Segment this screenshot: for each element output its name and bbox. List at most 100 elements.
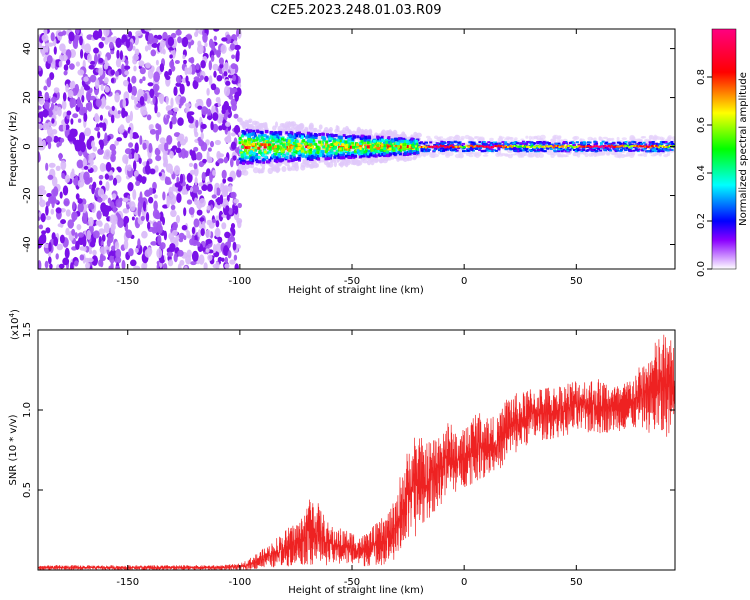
heatmap-cell	[426, 135, 431, 139]
heatmap-cell	[87, 164, 91, 170]
heatmap-cell	[562, 145, 565, 148]
heatmap-cell	[153, 194, 158, 199]
heatmap-cell	[133, 65, 137, 72]
heatmap-cell	[200, 123, 207, 130]
heatmap-cell	[378, 141, 382, 145]
heatmap-cell	[213, 35, 217, 41]
heatmap-cell	[305, 153, 309, 157]
heatmap-cell	[210, 54, 215, 62]
heatmap-cell	[48, 241, 52, 252]
heatmap-cell	[663, 146, 666, 149]
heatmap-cell	[462, 150, 465, 153]
heatmap-cell	[162, 216, 165, 226]
heatmap-cell	[480, 144, 483, 147]
heatmap-cell	[297, 142, 301, 146]
heatmap-cell	[526, 146, 528, 149]
heatmap-cell	[302, 152, 305, 156]
heatmap-cell	[144, 29, 152, 32]
heatmap-cell	[442, 148, 446, 150]
heatmap-cell	[268, 141, 272, 145]
heatmap-cell	[45, 227, 51, 234]
heatmap-cell	[341, 143, 345, 147]
heatmap-cell	[103, 77, 109, 84]
heatmap-cell	[114, 92, 120, 103]
heatmap-cell	[360, 130, 366, 136]
heatmap-cell	[63, 198, 70, 207]
heatmap-cell	[261, 158, 265, 162]
heatmap-cell	[166, 135, 173, 145]
heatmap-cell	[600, 151, 606, 156]
heatmap-cell	[256, 130, 260, 134]
heatmap-cell	[566, 145, 569, 148]
heatmap-cell	[202, 247, 207, 252]
heatmap-cell	[95, 98, 102, 108]
heatmap-cell	[349, 135, 353, 139]
heatmap-cell	[125, 229, 133, 239]
heatmap-cell	[45, 215, 52, 221]
heatmap-cell	[291, 152, 295, 156]
heatmap-cell	[116, 137, 123, 142]
heatmap-cell	[223, 156, 229, 164]
heatmap-cell	[641, 145, 644, 148]
heatmap-cell	[326, 144, 330, 148]
heatmap-cell	[458, 145, 461, 148]
heatmap-cell	[530, 145, 532, 148]
heatmap-cell	[275, 156, 279, 160]
heatmap-cell	[623, 143, 627, 146]
heatmap-cell	[517, 145, 520, 148]
heatmap-cell	[330, 148, 334, 152]
heatmap-cell	[656, 148, 660, 150]
heatmap-cell	[377, 153, 381, 157]
heatmap-cell	[51, 96, 57, 104]
heatmap-cell	[190, 186, 193, 193]
heatmap-cell	[560, 148, 563, 151]
heatmap-cell	[45, 201, 51, 207]
heatmap-cell	[104, 56, 108, 66]
heatmap-cell	[111, 149, 117, 156]
heatmap-cell	[334, 133, 338, 137]
heatmap-cell	[349, 156, 353, 159]
heatmap-cell	[556, 146, 560, 149]
heatmap-cell	[309, 133, 313, 137]
heatmap-cell	[262, 160, 266, 164]
colorbar-tick-label: 0.6	[696, 117, 707, 133]
heatmap-cell	[532, 147, 536, 150]
heatmap-cell	[230, 132, 236, 137]
heatmap-cell	[198, 254, 205, 265]
heatmap-cell	[260, 133, 264, 137]
heatmap-cell	[168, 68, 173, 76]
heatmap-cell	[294, 164, 299, 172]
heatmap-cell	[636, 143, 640, 146]
heatmap-cell	[370, 158, 375, 166]
heatmap-cell	[561, 145, 563, 148]
heatmap-cell	[565, 142, 569, 145]
heatmap-cell	[147, 82, 154, 87]
heatmap-cell	[208, 60, 212, 71]
heatmap-cell	[169, 168, 174, 175]
heatmap-cell	[204, 75, 209, 82]
heatmap-cell	[46, 77, 52, 88]
heatmap-cell	[106, 238, 111, 247]
heatmap-cell	[89, 95, 96, 101]
heatmap-cell	[405, 139, 409, 143]
heatmap-cell	[493, 145, 496, 147]
heatmap-cell	[559, 153, 565, 158]
heatmap-cell	[65, 209, 71, 217]
heatmap-cell	[103, 222, 110, 234]
heatmap-cell	[653, 144, 656, 147]
heatmap-cell	[59, 43, 66, 52]
heatmap-cell	[216, 75, 223, 82]
heatmap-cell	[167, 36, 175, 47]
heatmap-cell	[524, 148, 528, 151]
heatmap-cell	[126, 204, 130, 209]
heatmap-cell	[504, 153, 511, 157]
heatmap-cell	[128, 142, 134, 148]
heatmap-cell	[583, 145, 586, 148]
heatmap-cell	[236, 29, 240, 37]
heatmap-cell	[286, 152, 290, 156]
heatmap-cell	[205, 248, 210, 253]
heatmap-cell	[655, 144, 659, 146]
heatmap-cell	[159, 42, 165, 54]
heatmap-cell	[165, 105, 172, 112]
heatmap-cell	[390, 144, 394, 148]
